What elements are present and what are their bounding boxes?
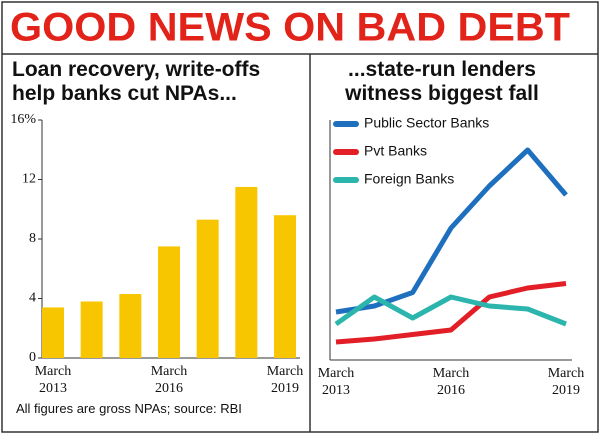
bar (42, 307, 64, 358)
x-tick-label: March 2019 (547, 366, 585, 398)
y-tick-label: 16% (10, 112, 36, 127)
x-tick-label: March 2016 (150, 364, 188, 396)
bar (80, 301, 103, 358)
bar (119, 294, 142, 358)
right-subtitle: ...state-run lenders witness biggest fal… (345, 58, 539, 105)
x-tick-label: March 2013 (34, 364, 72, 396)
x-tick-label: March 2019 (266, 364, 304, 396)
title: GOOD NEWS ON BAD DEBT (10, 6, 570, 50)
legend-label: Public Sector Banks (364, 115, 489, 131)
series-line (335, 147, 568, 315)
legend-label: Pvt Banks (364, 143, 427, 159)
legend-label: Foreign Banks (364, 171, 454, 187)
footnote: All figures are gross NPAs; source: RBI (16, 401, 242, 416)
bar (274, 215, 296, 358)
x-tick-label: March 2016 (432, 366, 470, 398)
bar (235, 186, 258, 358)
series-line (335, 281, 567, 345)
x-tick-label: March 2013 (317, 366, 355, 398)
y-tick-label: 0 (29, 350, 36, 365)
series-line (334, 294, 567, 327)
y-tick-label: 8 (29, 231, 36, 246)
left-subtitle: Loan recovery, write-offs help banks cut… (12, 58, 261, 105)
y-tick-label: 4 (29, 291, 36, 306)
y-tick-label: 12 (22, 172, 36, 187)
bar (196, 219, 219, 358)
bar (158, 246, 180, 358)
